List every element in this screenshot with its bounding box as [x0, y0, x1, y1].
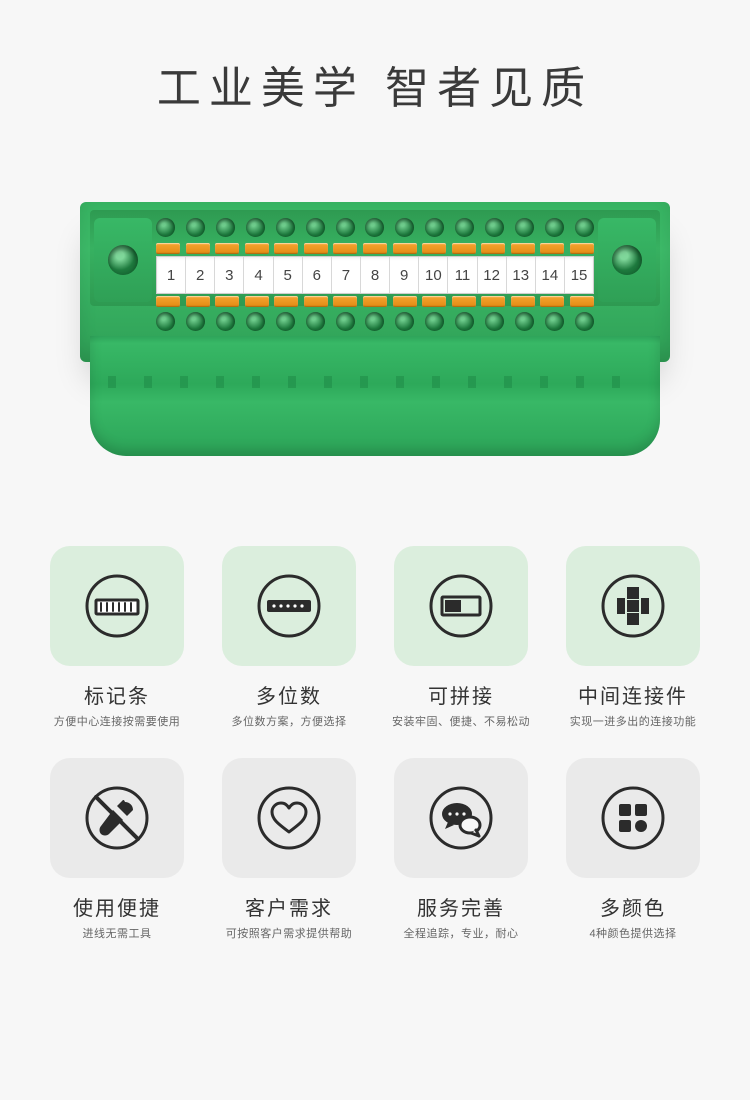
feature-tile	[566, 758, 700, 878]
tb-base	[90, 336, 660, 456]
feature-title: 中间连接件	[578, 680, 688, 709]
feature-tile	[394, 758, 528, 878]
no-tool-icon	[84, 785, 150, 851]
tb-ear-right	[598, 218, 656, 302]
terminal-block-3d: 123456789101112131415	[80, 166, 670, 476]
tb-hole-row-top	[156, 218, 594, 237]
feature-mid-connect: 中间连接件实现一进多出的连接功能	[560, 546, 706, 730]
tb-label-12: 12	[478, 257, 507, 293]
tb-ear-left	[94, 218, 152, 302]
feature-tile	[222, 758, 356, 878]
feature-colors: 多颜色 4种颜色提供选择	[560, 758, 706, 942]
splice-icon	[428, 573, 494, 639]
tb-label-5: 5	[274, 257, 303, 293]
tb-label-3: 3	[215, 257, 244, 293]
tb-clip-row-bot	[156, 296, 594, 307]
tb-label-14: 14	[536, 257, 565, 293]
feature-title: 服务完善	[417, 892, 505, 921]
feature-no-tool: 使用便捷进线无需工具	[44, 758, 190, 942]
tb-ear-hole	[108, 245, 138, 275]
tb-label-11: 11	[448, 257, 477, 293]
heart-icon	[256, 785, 322, 851]
tb-hole-row-bot	[156, 312, 594, 331]
feature-tile	[222, 546, 356, 666]
tb-ear-hole	[612, 245, 642, 275]
hero-heading: 工业美学 智者见质	[0, 0, 750, 116]
tb-label-7: 7	[332, 257, 361, 293]
feature-title: 使用便捷	[73, 892, 161, 921]
mid-connect-icon	[600, 573, 666, 639]
feature-subtitle: 方便中心连接按需要使用	[54, 715, 181, 730]
product-figure: 123456789101112131415	[0, 116, 750, 546]
colors-icon	[600, 785, 666, 851]
feature-subtitle: 进线无需工具	[83, 927, 152, 942]
feature-title: 可拼接	[428, 680, 494, 709]
tb-label-8: 8	[361, 257, 390, 293]
feature-multi-digit: 多位数多位数方案，方便选择	[216, 546, 362, 730]
tb-label-strip: 123456789101112131415	[156, 256, 594, 294]
feature-chat: 服务完善全程追踪，专业，耐心	[388, 758, 534, 942]
feature-tile	[566, 546, 700, 666]
feature-title: 客户需求	[245, 892, 333, 921]
feature-subtitle: 实现一进多出的连接功能	[570, 715, 697, 730]
tb-label-13: 13	[507, 257, 536, 293]
tb-label-6: 6	[303, 257, 332, 293]
hero-heading-text: 工业美学 智者见质	[0, 52, 750, 116]
multi-digit-icon	[256, 573, 322, 639]
tb-label-2: 2	[186, 257, 215, 293]
feature-title: 多颜色	[600, 892, 666, 921]
tb-clip-row-top	[156, 243, 594, 254]
feature-subtitle: 4种颜色提供选择	[589, 927, 676, 942]
tb-label-10: 10	[419, 257, 448, 293]
tb-label-15: 15	[565, 257, 593, 293]
feature-tile	[394, 546, 528, 666]
feature-subtitle: 安装牢固、便捷、不易松动	[392, 715, 530, 730]
feature-heart: 客户需求可按照客户需求提供帮助	[216, 758, 362, 942]
tb-label-9: 9	[390, 257, 419, 293]
feature-tile	[50, 546, 184, 666]
feature-splice: 可拼接安装牢固、便捷、不易松动	[388, 546, 534, 730]
feature-marker-strip: 标记条方便中心连接按需要使用	[44, 546, 190, 730]
feature-subtitle: 可按照客户需求提供帮助	[226, 927, 353, 942]
feature-subtitle: 多位数方案，方便选择	[232, 715, 347, 730]
tb-label-1: 1	[157, 257, 186, 293]
marker-strip-icon	[84, 573, 150, 639]
feature-tile	[50, 758, 184, 878]
feature-title: 多位数	[256, 680, 322, 709]
chat-icon	[428, 785, 494, 851]
feature-title: 标记条	[84, 680, 150, 709]
tb-label-4: 4	[244, 257, 273, 293]
feature-subtitle: 全程追踪，专业，耐心	[404, 927, 519, 942]
feature-grid: 标记条方便中心连接按需要使用多位数多位数方案，方便选择可拼接安装牢固、便捷、不易…	[0, 546, 750, 983]
